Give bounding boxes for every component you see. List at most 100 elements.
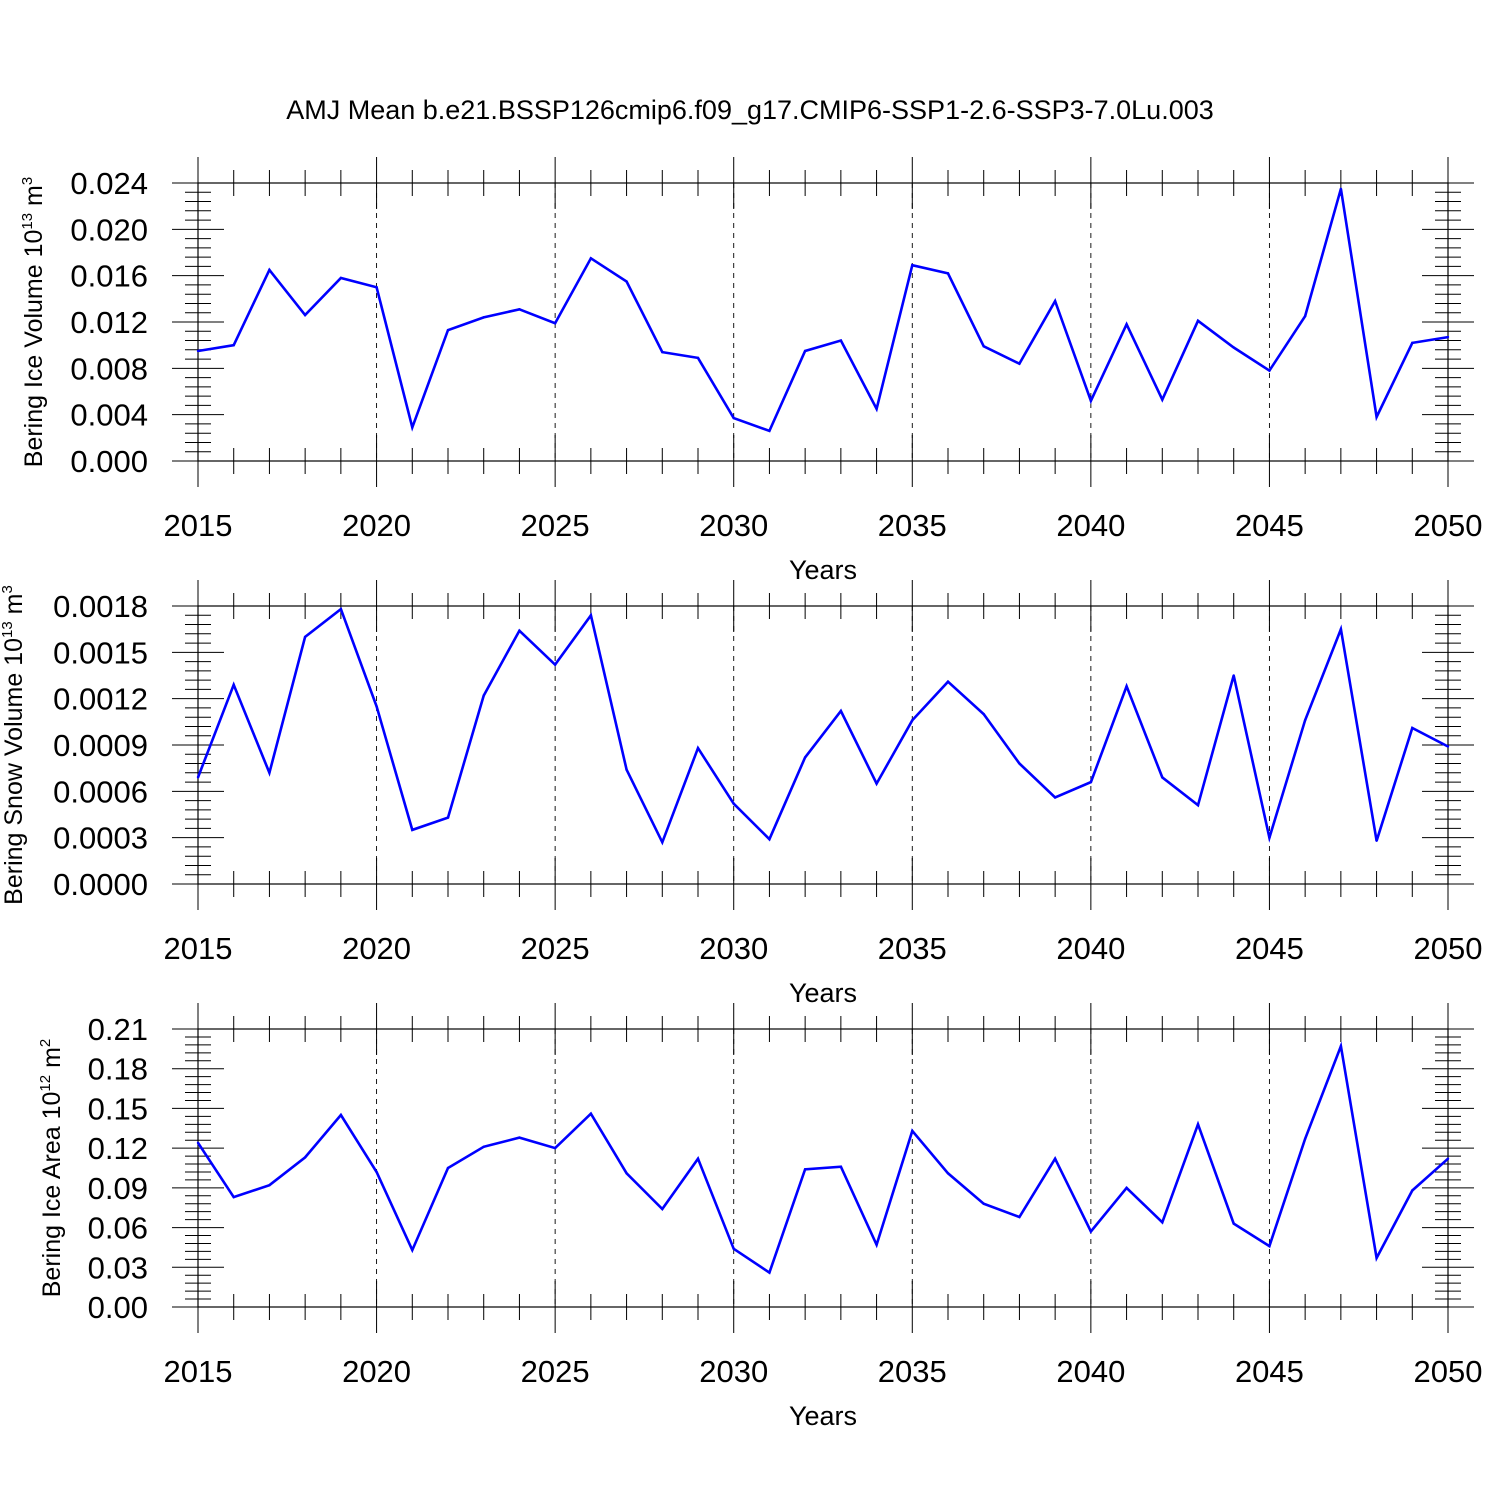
data-point: [268, 268, 271, 272]
data-point: [303, 635, 307, 639]
data-point: [1125, 685, 1128, 688]
data-point: [589, 1112, 593, 1115]
y-tick-label: 0.00: [88, 1290, 148, 1325]
data-point: [696, 1157, 700, 1160]
x-tick-label: 2025: [521, 931, 590, 966]
data-point: [946, 680, 950, 683]
data-point: [696, 356, 700, 360]
data-point: [1125, 323, 1128, 326]
data-point: [196, 776, 200, 779]
data-point: [875, 782, 878, 785]
y-axis-label-unit-exponent: 3: [0, 585, 16, 593]
y-tick-label: 0.0003: [53, 821, 148, 856]
y-axis-label-exponent: 12: [37, 1075, 54, 1092]
data-point: [553, 321, 557, 325]
y-axis-label-exponent: 13: [0, 621, 16, 638]
data-point: [982, 712, 985, 716]
plot-frame: [197, 1028, 1449, 1308]
data-point: [482, 1145, 485, 1149]
y-tick-label: 0.0006: [53, 774, 148, 809]
data-point: [1089, 399, 1093, 402]
y-axis-label: Bering Ice Area 1012 m2: [37, 1039, 66, 1298]
x-tick-label: 2020: [342, 508, 411, 543]
data-point: [553, 663, 557, 666]
y-tick-label: 0.0000: [53, 867, 148, 902]
y-tick-label: 0.0012: [53, 682, 148, 717]
y-axis-label-unit: m: [0, 594, 28, 622]
x-tick-label: 2040: [1056, 508, 1125, 543]
data-point: [303, 1156, 307, 1159]
data-point: [232, 683, 235, 686]
y-tick-label: 0.12: [88, 1131, 148, 1166]
y-tick-label: 0.15: [88, 1091, 148, 1126]
x-tick-label: 2030: [699, 931, 768, 966]
data-point: [732, 802, 735, 805]
data-point: [1161, 1221, 1164, 1224]
data-point: [1375, 839, 1378, 842]
data-point: [803, 349, 807, 353]
data-point: [589, 614, 593, 617]
y-axis-label-unit-exponent: 2: [37, 1039, 54, 1047]
x-tick-label: 2045: [1235, 931, 1304, 966]
data-point: [982, 345, 985, 348]
data-point: [375, 705, 378, 708]
y-axis-label: Bering Snow Volume 1013 m3: [0, 585, 28, 905]
data-point: [268, 771, 271, 774]
data-point: [411, 828, 414, 832]
y-tick-label: 0.06: [88, 1211, 148, 1246]
x-tick-label: 2030: [699, 1354, 768, 1389]
y-tick-label: 0.0015: [53, 635, 148, 670]
data-point: [1446, 1157, 1450, 1160]
data-point: [518, 308, 521, 311]
y-tick-label: 0.0009: [53, 728, 148, 763]
x-tick-label: 2015: [164, 1354, 233, 1389]
y-axis-label-unit: m: [20, 185, 48, 213]
y-tick-label: 0.21: [88, 1012, 148, 1047]
data-point: [518, 629, 521, 632]
data-point: [375, 1170, 378, 1174]
chart-panel-3: 0.00 0.03 0.06 0.09 0.12 0.15 0.18 0.21 2015 2020…: [37, 1003, 1482, 1431]
y-tick-label: 0.09: [88, 1171, 148, 1206]
plot-frame: [197, 605, 1449, 885]
figure-title: AMJ Mean b.e21.BSSP126cmip6.f09_g17.CMIP…: [286, 95, 1214, 125]
data-point: [1375, 1256, 1378, 1260]
data-point: [1232, 674, 1235, 677]
data-point: [375, 286, 378, 289]
data-point: [1268, 1244, 1271, 1248]
x-tick-label: 2025: [521, 508, 590, 543]
data-point: [411, 426, 414, 429]
data-point: [1411, 726, 1414, 730]
x-tick-label: 2050: [1414, 931, 1483, 966]
data-point: [1446, 745, 1450, 748]
x-tick-label: 2050: [1414, 508, 1483, 543]
y-axis-label-unit-exponent: 3: [19, 177, 36, 185]
data-point: [875, 407, 878, 411]
y-tick-label: 0.020: [70, 212, 148, 247]
x-tick-label: 2045: [1235, 508, 1304, 543]
chart-panel-1: 0.000 0.004 0.008 0.012 0.016 0.020 0.024 2015 2…: [19, 157, 1482, 585]
y-tick-label: 0.004: [70, 398, 148, 433]
x-tick-label: 2015: [164, 508, 233, 543]
data-point: [839, 1165, 843, 1168]
data-point: [1018, 362, 1021, 365]
data-point: [1053, 1157, 1057, 1160]
data-point: [482, 694, 485, 697]
y-tick-label: 0.012: [70, 305, 148, 340]
data-point: [1196, 1123, 1200, 1126]
data-point: [1089, 780, 1093, 784]
data-point: [411, 1248, 414, 1252]
data-point: [1303, 1137, 1307, 1141]
data-point: [339, 607, 343, 611]
data-point: [1446, 335, 1450, 339]
y-tick-label: 0.0018: [53, 589, 148, 624]
y-tick-label: 0.016: [70, 259, 148, 294]
data-point: [946, 272, 950, 275]
data-point: [339, 1113, 343, 1117]
x-tick-label: 2020: [342, 1354, 411, 1389]
data-point: [1196, 804, 1200, 807]
data-point: [1411, 341, 1414, 345]
y-axis-label-unit: m: [38, 1047, 66, 1075]
data-point: [1268, 836, 1271, 839]
data-point: [589, 257, 593, 260]
